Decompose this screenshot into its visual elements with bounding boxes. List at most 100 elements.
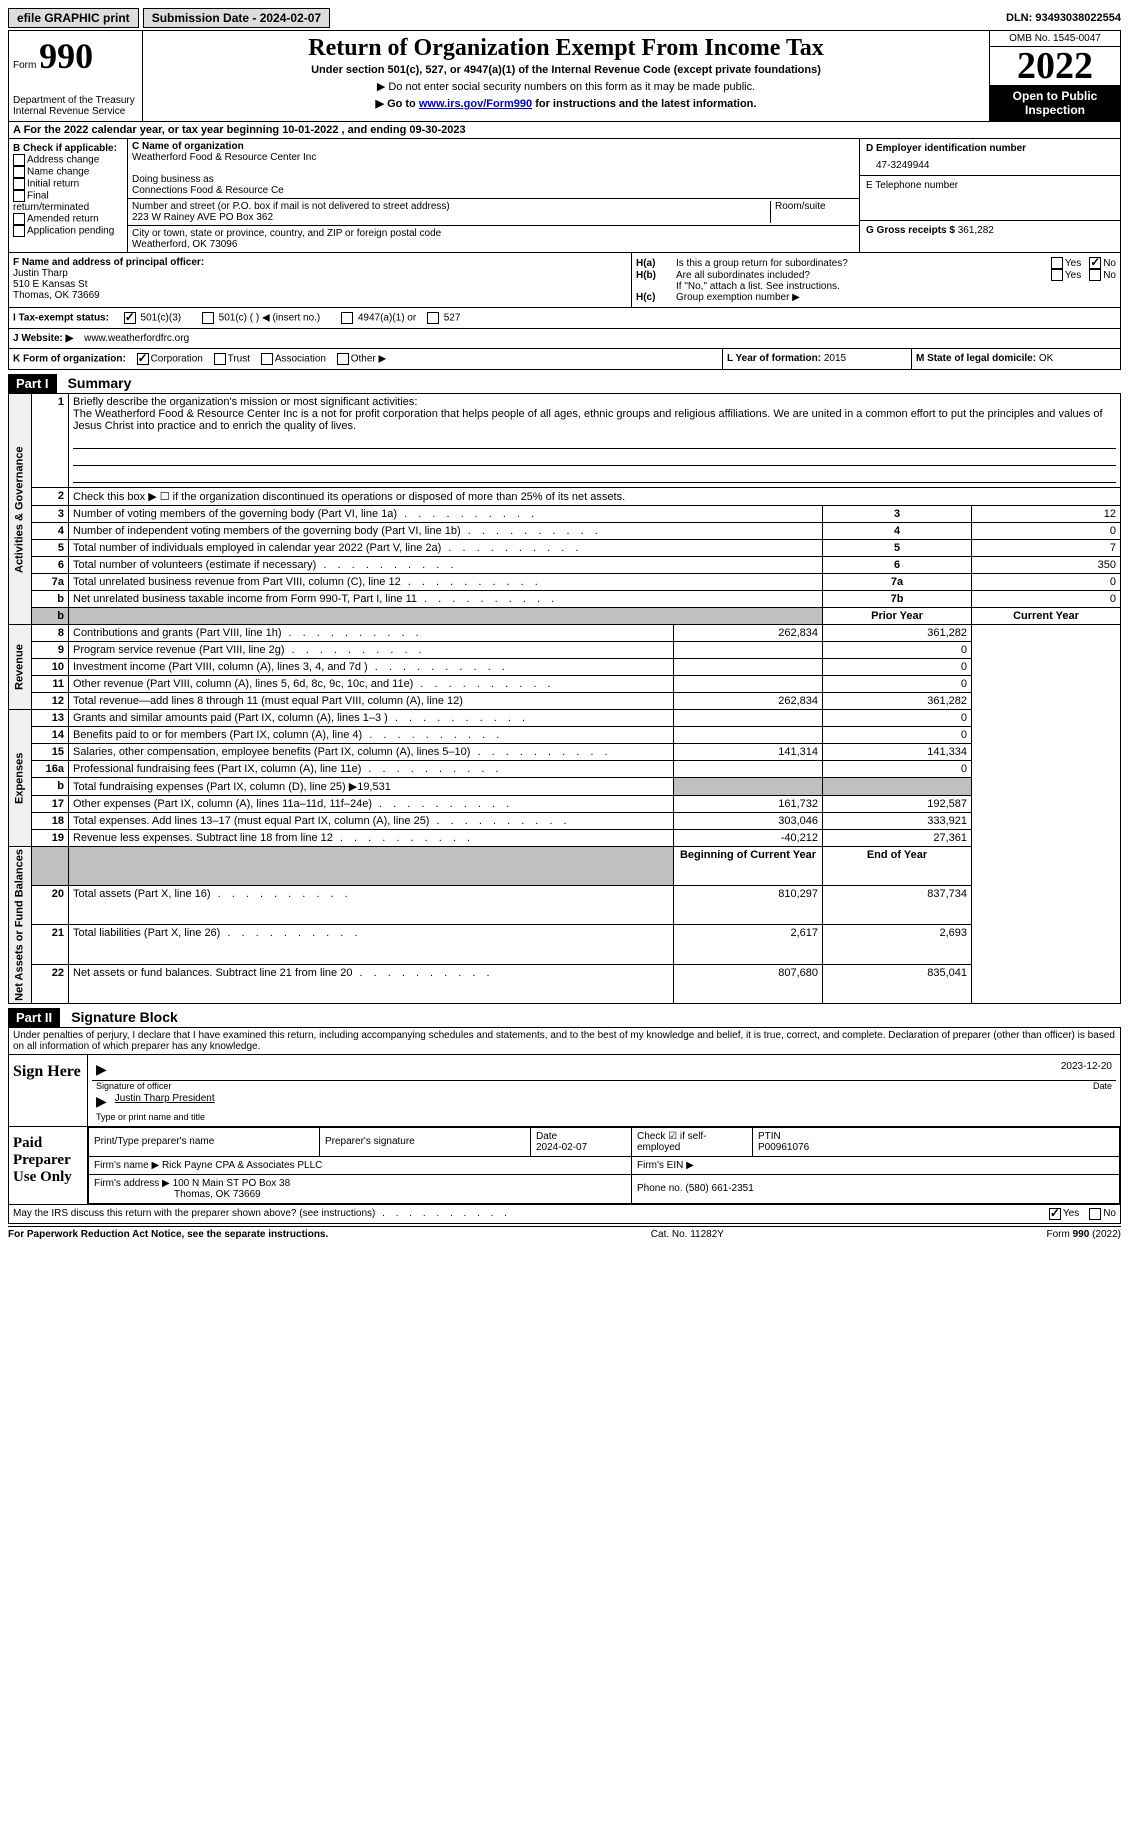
cb-label-1: Name change	[27, 167, 89, 178]
cb-label-5: Application pending	[27, 226, 114, 237]
current-year-header: Current Year	[972, 608, 1121, 625]
rev-c-2: 0	[823, 659, 972, 676]
cb-501c3[interactable]	[124, 312, 136, 324]
exp-p-5: 161,732	[674, 796, 823, 813]
cb-corp[interactable]	[137, 353, 149, 365]
cb-label-2: Initial return	[27, 179, 79, 190]
ag-n-3: 6	[32, 557, 69, 574]
prep-phone: (580) 661-2351	[685, 1183, 753, 1194]
dba-value: Connections Food & Resource Ce	[132, 185, 855, 196]
instruction-2: ▶ Go to www.irs.gov/Form990 for instruct…	[147, 97, 985, 110]
opt-assoc: Association	[275, 354, 326, 365]
checkbox-application[interactable]	[13, 225, 25, 237]
irs-link[interactable]: www.irs.gov/Form990	[419, 98, 532, 110]
ag-t-1: Number of independent voting members of …	[69, 523, 823, 540]
ha-yes[interactable]	[1051, 257, 1063, 269]
footer: For Paperwork Reduction Act Notice, see …	[8, 1226, 1121, 1240]
cb-527[interactable]	[427, 312, 439, 324]
opt-other: Other ▶	[351, 354, 386, 365]
ag-ln-5: 7b	[823, 591, 972, 608]
section-bcdeg: B Check if applicable: Address change Na…	[8, 139, 1121, 253]
opt-501c: 501(c) ( ) ◀ (insert no.)	[219, 313, 321, 324]
submission-date-button[interactable]: Submission Date - 2024-02-07	[143, 8, 330, 28]
exp-c-1: 0	[823, 727, 972, 744]
rev-p-3	[674, 676, 823, 693]
underline-3	[73, 468, 1116, 483]
rev-p-2	[674, 659, 823, 676]
cb-other[interactable]	[337, 353, 349, 365]
exp-p-4	[674, 778, 823, 796]
ha-no[interactable]	[1089, 257, 1101, 269]
form-title: Return of Organization Exempt From Incom…	[147, 35, 985, 62]
state-domicile: OK	[1039, 353, 1053, 364]
part2-title: Signature Block	[71, 1009, 178, 1025]
cb-trust[interactable]	[214, 353, 226, 365]
checkbox-initial-return[interactable]	[13, 178, 25, 190]
hb-text: Are all subordinates included?	[676, 270, 1051, 281]
net-c-2: 835,041	[823, 964, 972, 1003]
summary-table: Activities & Governance 1 Briefly descri…	[8, 393, 1121, 1004]
sig-date-value: 2023-12-20	[1061, 1061, 1112, 1078]
ag-n-5: b	[32, 591, 69, 608]
discuss-no[interactable]	[1089, 1208, 1101, 1220]
exp-n-1: 14	[32, 727, 69, 744]
ag-n-1: 4	[32, 523, 69, 540]
exp-n-0: 13	[32, 710, 69, 727]
form-word: Form	[13, 60, 36, 71]
ag-ln-0: 3	[823, 506, 972, 523]
cb-assoc[interactable]	[261, 353, 273, 365]
sig-date-label: Date	[1093, 1081, 1112, 1091]
f-label: F Name and address of principal officer:	[13, 257, 627, 268]
vert-activities: Activities & Governance	[9, 394, 32, 625]
exp-c-3: 0	[823, 761, 972, 778]
vert-netassets: Net Assets or Fund Balances	[9, 847, 32, 1004]
sig-officer-label: Signature of officer	[96, 1081, 1093, 1091]
col-d-ein: D Employer identification number 47-3249…	[860, 139, 1120, 252]
ag-t-5: Net unrelated business taxable income fr…	[69, 591, 823, 608]
ein-value: 47-3249944	[876, 160, 1114, 171]
hb-note: If "No," attach a list. See instructions…	[676, 281, 1116, 292]
efile-print-button[interactable]: efile GRAPHIC print	[8, 8, 139, 28]
rev-n-2: 10	[32, 659, 69, 676]
ag-ln-3: 6	[823, 557, 972, 574]
rev-c-3: 0	[823, 676, 972, 693]
paid-preparer-label: Paid Preparer Use Only	[9, 1127, 88, 1204]
opt-4947: 4947(a)(1) or	[358, 313, 416, 324]
opt-501c3: 501(c)(3)	[141, 313, 182, 324]
sign-content: ▶ 2023-12-20 Signature of officer Date ▶…	[88, 1055, 1120, 1126]
ein-label: D Employer identification number	[866, 143, 1114, 154]
form-header: Form 990 Department of the Treasury Inte…	[8, 30, 1121, 122]
rev-t-3: Other revenue (Part VIII, column (A), li…	[69, 676, 674, 693]
col-f-officer: F Name and address of principal officer:…	[9, 253, 632, 307]
checkbox-address-change[interactable]	[13, 154, 25, 166]
cb-4947[interactable]	[341, 312, 353, 324]
ha-text: Is this a group return for subordinates?	[676, 258, 1051, 269]
checkbox-final-return[interactable]	[13, 190, 25, 202]
dept-treasury: Department of the Treasury	[13, 95, 138, 106]
street-label: Number and street (or P.O. box if mail i…	[132, 201, 766, 212]
exp-c-4	[823, 778, 972, 796]
hb-yes[interactable]	[1051, 269, 1063, 281]
hb-no[interactable]	[1089, 269, 1101, 281]
ag-n-2: 5	[32, 540, 69, 557]
checkbox-amended[interactable]	[13, 213, 25, 225]
yes-label: Yes	[1063, 1208, 1079, 1220]
declaration-text: Under penalties of perjury, I declare th…	[8, 1027, 1121, 1055]
b-label: B Check if applicable:	[13, 143, 123, 154]
prep-sig-label: Preparer's signature	[320, 1127, 531, 1156]
ag-v-0: 12	[972, 506, 1121, 523]
checkbox-name-change[interactable]	[13, 166, 25, 178]
cb-501c[interactable]	[202, 312, 214, 324]
paid-preparer-block: Paid Preparer Use Only Print/Type prepar…	[8, 1127, 1121, 1205]
cb-label-4: Amended return	[27, 214, 99, 225]
ag-t-4: Total unrelated business revenue from Pa…	[69, 574, 823, 591]
rev-p-0: 262,834	[674, 625, 823, 642]
exp-n-6: 18	[32, 813, 69, 830]
sign-here-block: Sign Here ▶ 2023-12-20 Signature of offi…	[8, 1055, 1121, 1127]
gross-value: 361,282	[958, 225, 994, 236]
discuss-yes[interactable]	[1049, 1208, 1061, 1220]
net-n-0: 20	[32, 886, 69, 925]
m-label: M State of legal domicile:	[916, 353, 1036, 364]
rev-c-4: 361,282	[823, 693, 972, 710]
col-b-checkboxes: B Check if applicable: Address change Na…	[9, 139, 128, 252]
